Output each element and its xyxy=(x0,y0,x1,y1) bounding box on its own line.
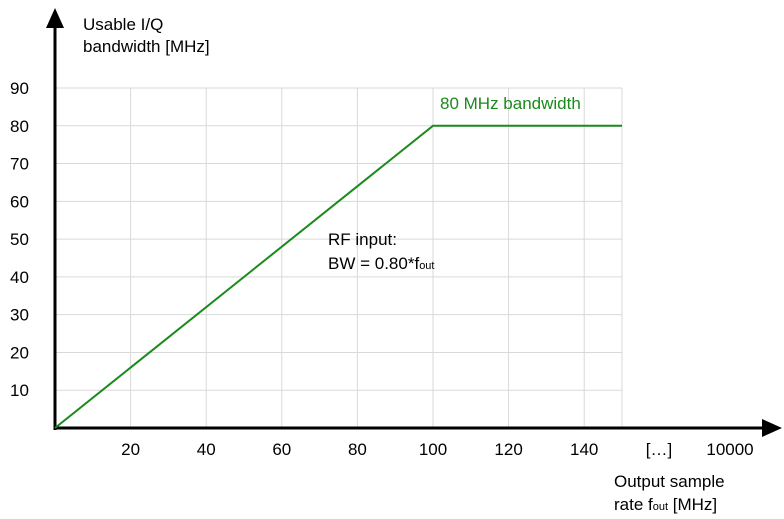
bandwidth-series-line xyxy=(54,124,622,429)
plateau-annotation: 80 MHz bandwidth xyxy=(440,94,581,113)
x-tick-label: 140 xyxy=(570,440,598,459)
x-axis-arrowhead xyxy=(762,419,782,437)
x-axis-title-subscript: out xyxy=(652,501,669,513)
x-axis-title-line2: rate fout [MHz] xyxy=(614,493,725,519)
x-ellipsis-label: […] xyxy=(646,440,672,459)
x-axis-title: Output sample rate fout [MHz] xyxy=(614,470,725,519)
rf-annotation-line2: BW = 0.80*fout xyxy=(328,252,434,278)
x-axis-title-unit: [MHz] xyxy=(668,495,718,514)
x-tick-label: 80 xyxy=(348,440,367,459)
y-axis-title-line2: bandwidth [MHz] xyxy=(83,37,210,56)
x-tick-label: 60 xyxy=(272,440,291,459)
y-tick-label: 70 xyxy=(10,155,29,174)
rf-annotation-formula: BW = 0.80*f xyxy=(328,254,420,273)
y-tick-label: 60 xyxy=(10,192,29,211)
y-tick-label: 80 xyxy=(10,117,29,136)
x-axis-title-rate: rate f xyxy=(614,495,653,514)
x-tick-label: 120 xyxy=(494,440,522,459)
y-axis-title-line1: Usable I/Q xyxy=(83,15,164,34)
x-axis-title-line1: Output sample xyxy=(614,472,725,491)
y-axis-arrowhead xyxy=(46,8,64,28)
y-tick-label: 30 xyxy=(10,306,29,325)
rf-input-annotation: RF input: BW = 0.80*fout xyxy=(328,228,434,278)
axes xyxy=(46,8,782,437)
x-tick-label-10000: 10000 xyxy=(706,440,753,459)
tick-labels: 20 40 60 80 100 120 140 10 20 30 40 50 60 70 80 90 […] 10… xyxy=(10,79,754,459)
x-tick-label: 20 xyxy=(121,440,140,459)
y-tick-label: 90 xyxy=(10,79,29,98)
rf-annotation-subscript: out xyxy=(419,260,435,272)
y-tick-label: 20 xyxy=(10,343,29,362)
series xyxy=(54,124,622,429)
rf-annotation-line1: RF input: xyxy=(328,230,397,249)
x-tick-label: 100 xyxy=(419,440,447,459)
y-tick-label: 40 xyxy=(10,268,29,287)
y-axis-title: Usable I/Q bandwidth [MHz] xyxy=(83,14,210,58)
y-tick-label: 50 xyxy=(10,230,29,249)
y-tick-label: 10 xyxy=(10,381,29,400)
x-tick-label: 40 xyxy=(197,440,216,459)
